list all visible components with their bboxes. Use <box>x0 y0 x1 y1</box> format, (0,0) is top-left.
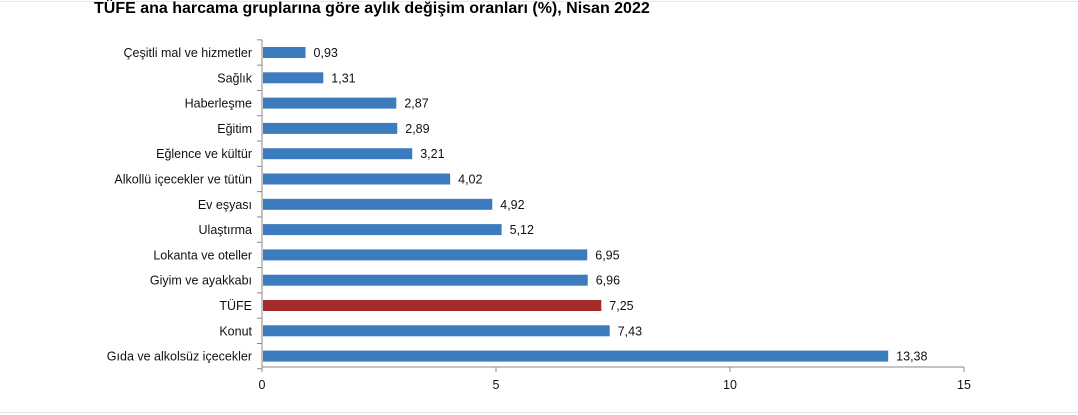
bars-layer: Çeşitli mal ve hizmetler 0,93 Sağlık 1,31 Ha… <box>107 46 928 364</box>
x-tick-label: 0 <box>259 378 266 392</box>
category-label: Ev eşyası <box>198 198 252 212</box>
top-border-line <box>0 1 1078 2</box>
category-label: Haberleşme <box>185 97 252 111</box>
value-label: 13,38 <box>896 350 927 364</box>
category-label: Lokanta ve oteller <box>153 248 252 262</box>
value-label: 2,89 <box>405 122 429 136</box>
value-label: 7,25 <box>609 299 633 313</box>
bar <box>263 173 451 185</box>
x-tick-label: 10 <box>723 378 737 392</box>
bar <box>263 122 398 134</box>
category-label: Çeşitli mal ve hizmetler <box>123 46 252 60</box>
bar <box>263 274 588 286</box>
value-label: 6,96 <box>596 274 620 288</box>
chart-title: TÜFE ana harcama gruplarına göre aylık d… <box>94 0 650 17</box>
bar <box>263 198 493 210</box>
category-label: Ulaştırma <box>199 223 253 237</box>
bar <box>263 224 502 236</box>
value-label: 6,95 <box>595 248 619 262</box>
category-label: Gıda ve alkolsüz içecekler <box>107 350 252 364</box>
x-tick-label: 5 <box>493 378 500 392</box>
value-label: 5,12 <box>510 223 534 237</box>
axis-layer: 0 5 10 15 <box>257 39 971 392</box>
bar <box>263 300 602 311</box>
value-label: 3,21 <box>420 147 444 161</box>
bottom-border-line <box>0 412 1078 413</box>
value-label: 4,02 <box>458 173 482 187</box>
category-label: Alkollü içecekler ve tütün <box>114 173 252 187</box>
value-label: 7,43 <box>618 324 642 338</box>
x-tick-label: 15 <box>957 378 971 392</box>
value-label: 4,92 <box>500 198 524 212</box>
bar <box>263 325 610 337</box>
category-label: Sağlık <box>217 71 252 85</box>
bar <box>263 148 413 160</box>
value-label: 1,31 <box>331 71 355 85</box>
bar <box>263 72 324 84</box>
value-label: 2,87 <box>404 97 428 111</box>
category-label: Eğlence ve kültür <box>156 147 252 161</box>
category-label: Eğitim <box>217 122 252 136</box>
bar <box>263 249 588 261</box>
bar <box>263 47 306 58</box>
bar <box>263 97 397 109</box>
category-label: Konut <box>219 324 252 338</box>
category-label: TÜFE <box>219 299 252 313</box>
value-label: 0,93 <box>314 46 338 60</box>
category-label: Giyim ve ayakkabı <box>150 274 252 288</box>
bar <box>263 350 889 362</box>
